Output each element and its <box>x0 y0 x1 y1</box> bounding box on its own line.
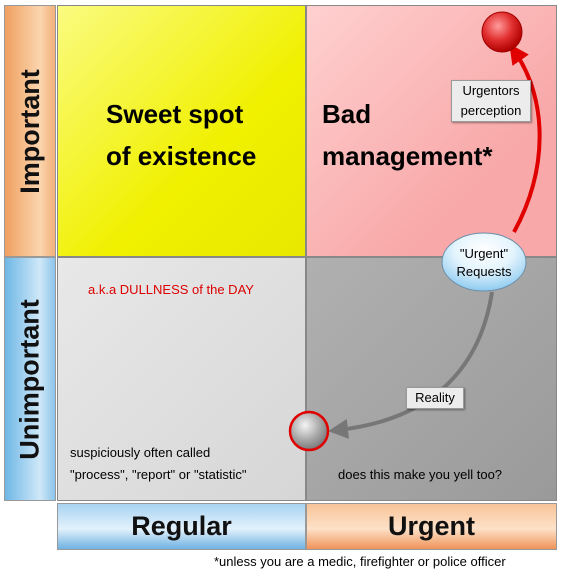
reality-arrow <box>328 291 494 439</box>
urgentors-perception-line-1: Urgentors <box>462 83 520 98</box>
urgent-requests-line-2: Requests <box>456 264 512 279</box>
row-label-unimportant: Unimportant <box>4 257 56 501</box>
sweet-spot-line-1: Sweet spot <box>106 99 244 129</box>
dullness-note-line-2: "process", "report" or "statistic" <box>70 467 247 482</box>
perception-arrow <box>509 43 542 233</box>
urgentors-perception-line-2: perception <box>460 103 522 118</box>
reality-callout: Reality <box>406 387 464 409</box>
column-label-regular: Regular <box>57 503 306 550</box>
quadrant-dullness <box>57 257 306 501</box>
column-label-urgent: Urgent <box>306 503 557 550</box>
urgent-requests-bubble <box>441 232 527 292</box>
perception-target-icon <box>481 11 523 53</box>
urgentors-perception-callout: Urgentors perception <box>451 80 531 122</box>
urgent-requests-line-1: "Urgent" <box>459 246 509 261</box>
bad-management-line-2: management* <box>322 141 493 171</box>
sweet-spot-line-2: of existence <box>106 141 257 171</box>
row-label-important: Important <box>4 5 56 257</box>
urgent-requests-label: "Urgent" Requests <box>448 245 520 281</box>
yell-text: does this make you yell too? <box>338 467 503 482</box>
quadrant-yell <box>306 257 557 501</box>
reality-target-icon <box>288 410 330 452</box>
bad-management-line-1: Bad <box>322 99 372 129</box>
dullness-note-line-1: suspiciously often called <box>70 445 211 460</box>
quadrant-sweet-spot <box>57 5 306 257</box>
footnote: *unless you are a medic, firefighter or … <box>214 554 506 569</box>
dullness-title: a.k.a DULLNESS of the DAY <box>88 282 254 297</box>
